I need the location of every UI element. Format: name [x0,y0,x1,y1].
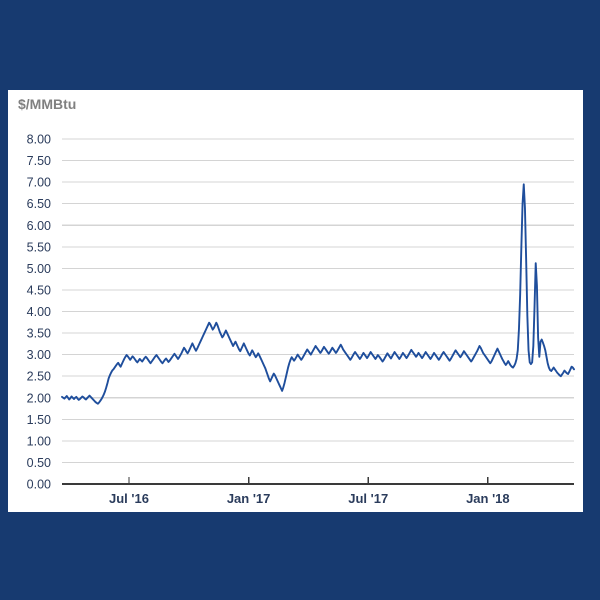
y-tick-label: 7.50 [27,154,51,168]
y-tick-label: 5.00 [27,262,51,276]
y-tick-label: 3.00 [27,348,51,362]
line-chart-svg: 8.00 7.50 7.00 6.50 6.00 5.50 5.00 4.50 4.00 3.50… [27,133,575,506]
y-axis-tick-labels: 8.00 7.50 7.00 6.50 6.00 5.50 5.00 4.50 4.00 3.50… [27,133,51,492]
y-tick-label: 5.50 [27,240,51,254]
y-tick-label: 4.00 [27,305,51,319]
chart-panel: $/MMBtu 8.00 7.50 7.00 6.50 6.00 5.50 5.00 4.50… [8,90,583,512]
data-series-group [61,183,575,405]
x-tick-label: Jan '18 [466,491,510,506]
x-tick-label: Jul '17 [348,491,388,506]
y-tick-label: 1.00 [27,434,51,448]
plot-area-wrapper: 8.00 7.50 7.00 6.50 6.00 5.50 5.00 4.50 4.00 3.50… [8,90,583,512]
y-tick-label: 0.00 [27,478,51,492]
series-line [61,183,575,405]
y-tick-label: 1.50 [27,413,51,427]
y-tick-label: 6.50 [27,197,51,211]
y-tick-label: 6.00 [27,219,51,233]
y-axis-unit-label: $/MMBtu [18,96,77,112]
x-axis-group: Jul '16 Jan '17 Jul '17 Jan '18 [62,477,574,506]
y-tick-label: 3.50 [27,327,51,341]
y-tick-label: 4.50 [27,283,51,297]
y-tick-label: 0.50 [27,456,51,470]
y-tick-label: 8.00 [27,133,51,147]
gridlines-group [62,138,574,463]
y-tick-label: 7.00 [27,176,51,190]
y-tick-label: 2.00 [27,391,51,405]
x-tick-label: Jan '17 [227,491,271,506]
y-tick-label: 2.50 [27,370,51,384]
x-tick-label: Jul '16 [109,491,149,506]
